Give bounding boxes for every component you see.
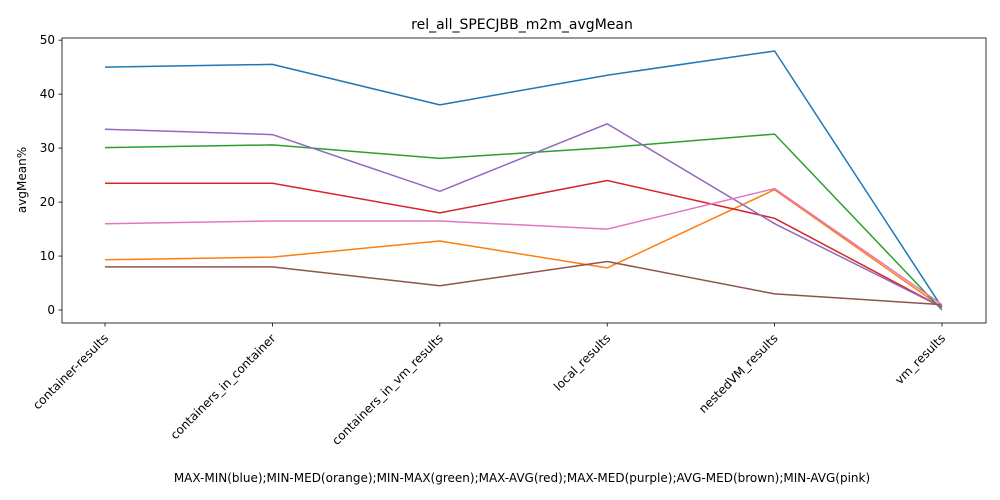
x-tick-label: container-results [30, 331, 111, 412]
y-tick-label: 50 [40, 33, 55, 47]
x-tick-label: nestedVM_results [696, 331, 781, 416]
axes-frame [61, 37, 987, 324]
series-line-avg-med [105, 260, 943, 306]
series-line-max-avg [105, 179, 943, 308]
series-line-min-med [104, 188, 943, 308]
chart-title: rel_all_SPECJBB_m2m_avgMean [411, 17, 633, 33]
x-tick-label: containers_in_vm_results [329, 331, 446, 448]
y-tick-label: 30 [40, 141, 55, 155]
y-axis-label: avgMean% [15, 147, 29, 213]
y-tick-label: 20 [40, 195, 55, 209]
x-tick-label: containers_in_container [168, 331, 279, 442]
y-tick-label: 40 [40, 87, 55, 101]
series-line-min-max [104, 133, 943, 311]
series-line-max-med [104, 123, 943, 308]
x-axis-label: MAX-MIN(blue);MIN-MED(orange);MIN-MAX(gr… [174, 471, 870, 485]
plot-area: 0 10 20 30 40 50 container-results containers_i… [30, 33, 987, 448]
x-tick-label: vm_results [892, 331, 948, 387]
series-line-min-avg [104, 187, 943, 306]
y-tick-label: 0 [47, 303, 55, 317]
y-tick-label: 10 [40, 249, 55, 263]
series-line-max-min [104, 50, 943, 308]
x-tick-label: local_results [551, 331, 613, 393]
